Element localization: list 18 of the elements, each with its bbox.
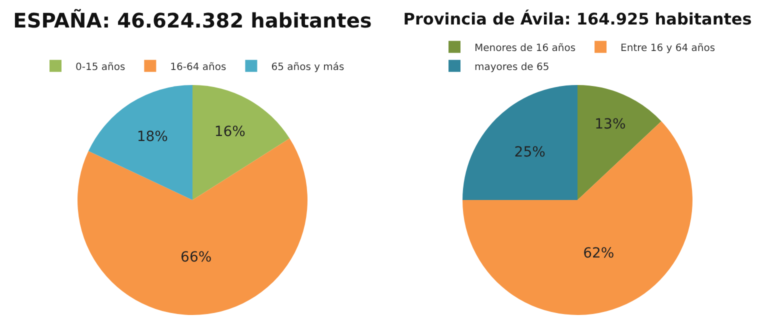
pie-slice bbox=[578, 85, 662, 200]
legend-label: mayores de 65 bbox=[474, 62, 550, 73]
data-label: 66% bbox=[180, 249, 212, 266]
legend-label: Entre 16 y 64 años bbox=[620, 42, 716, 54]
data-label: 16% bbox=[214, 124, 246, 140]
data-label: 25% bbox=[514, 144, 546, 160]
chart-title: Provincia de Ávila: 164.925 habitantes bbox=[403, 10, 752, 29]
legend-label: 16-64 años bbox=[170, 62, 226, 73]
legend-label: 0-15 años bbox=[76, 62, 126, 73]
chart-title: ESPAÑA: 46.624.382 habitantes bbox=[13, 8, 372, 32]
pie-slice bbox=[192, 85, 290, 200]
legend-label: Menores de 16 años bbox=[474, 42, 576, 54]
data-label: 18% bbox=[136, 128, 168, 145]
pie-slice bbox=[462, 85, 578, 200]
pie-slice bbox=[88, 85, 192, 200]
legend-label: 65 años y más bbox=[271, 62, 344, 73]
data-label: 62% bbox=[583, 245, 614, 262]
data-label: 13% bbox=[594, 116, 626, 132]
